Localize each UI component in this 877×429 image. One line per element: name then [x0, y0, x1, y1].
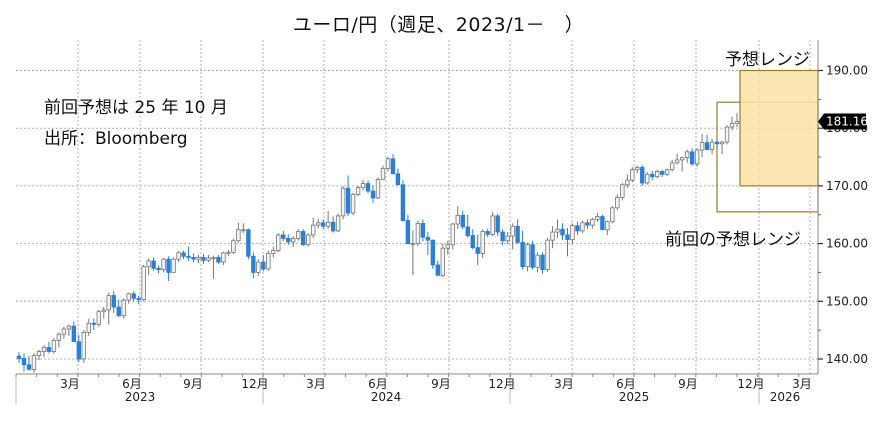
x-month-label: 6月 — [122, 377, 142, 391]
x-month-label: 12月 — [737, 377, 764, 391]
x-axis-ticks: 3月 6月 9月 12月 3月 6月 9月 12月 3月 6月 9月 12月 3月 2023 2024 202… — [60, 377, 812, 404]
forecast-range-box — [739, 69, 819, 187]
candles — [16, 113, 740, 373]
x-year-label: 2024 — [371, 390, 402, 404]
x-month-label: 9月 — [183, 377, 203, 391]
axes — [15, 40, 819, 404]
chart-title: ユーロ/円（週足、2023/1－ ） — [292, 14, 585, 36]
x-year-label: 2023 — [125, 390, 156, 404]
x-year-label: 2026 — [770, 390, 801, 404]
previous-forecast-range-label: 前回の予想レンジ — [665, 230, 801, 250]
y-tick-label: 170.00 — [826, 179, 868, 193]
x-month-label: 6月 — [616, 377, 636, 391]
last-price-badge: 181.16 — [818, 113, 868, 130]
y-tick-label: 150.00 — [826, 294, 868, 308]
x-month-label: 3月 — [554, 377, 574, 391]
source-note: 出所：Bloomberg — [44, 129, 188, 149]
y-tick-label: 190.00 — [826, 64, 868, 78]
x-month-label: 3月 — [60, 377, 80, 391]
x-month-label: 9月 — [431, 377, 451, 391]
last-price-label: 181.16 — [826, 115, 868, 129]
grid-lines — [16, 40, 818, 374]
x-year-label: 2025 — [619, 390, 650, 404]
x-month-label: 9月 — [678, 377, 698, 391]
x-month-label: 12月 — [488, 377, 515, 391]
y-tick-label: 160.00 — [826, 237, 868, 251]
y-tick-label: 140.00 — [826, 352, 868, 366]
x-month-label: 6月 — [368, 377, 388, 391]
previous-forecast-note: 前回予想は 25 年 10 月 — [44, 98, 228, 118]
x-month-label: 3月 — [306, 377, 326, 391]
x-month-label: 3月 — [792, 377, 812, 391]
x-month-label: 12月 — [241, 377, 268, 391]
forecast-range-label: 予想レンジ — [725, 50, 810, 70]
